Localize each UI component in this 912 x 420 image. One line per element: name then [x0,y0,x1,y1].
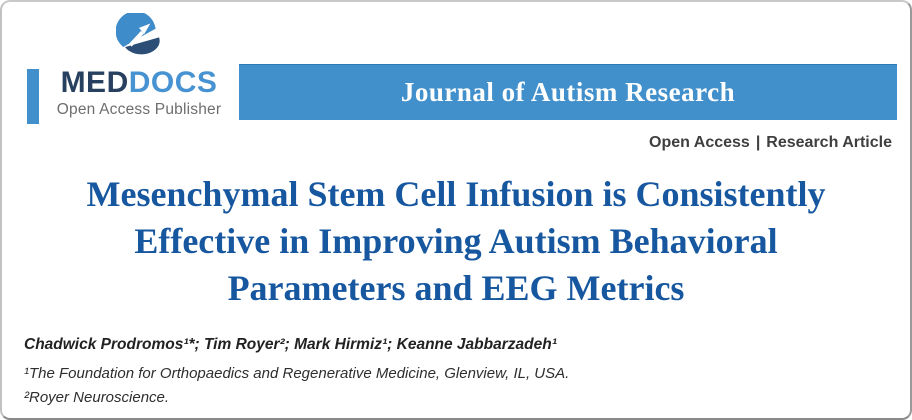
logo-accent-bar [27,69,39,124]
journal-title: Journal of Autism Research [400,77,736,107]
article-title-line: Effective in Improving Autism Behavioral [134,221,778,261]
open-access-label: Open Access [649,134,750,151]
article-title-line: Mesenchymal Stem Cell Infusion is Consis… [86,174,826,214]
affiliation-line: ²Royer Neuroscience. [24,389,170,406]
meddocs-wordmark-docs: DOCS [128,66,218,99]
meddocs-pie-arrow-icon [115,11,162,61]
meddocs-wordmark-med: MED [60,66,129,99]
journal-banner: Journal of Autism Research [239,64,897,120]
meddocs-wordmark: MEDDOCS [39,68,239,98]
article-title-line: Parameters and EEG Metrics [227,268,685,308]
article-title: Mesenchymal Stem Cell Infusion is Consis… [2,171,910,312]
meta-separator: | [755,134,761,151]
meddocs-logo: MEDDOCS Open Access Publisher [39,68,239,118]
publisher-tagline: Open Access Publisher [56,101,222,118]
article-meta: Open Access | Research Article [649,134,892,152]
authors-line: Chadwick Prodromos¹*; Tim Royer²; Mark H… [24,336,557,353]
affiliations-block: ¹The Foundation for Orthopaedics and Reg… [24,362,569,410]
article-type-label: Research Article [766,134,892,151]
affiliation-line: ¹The Foundation for Orthopaedics and Reg… [24,365,570,382]
